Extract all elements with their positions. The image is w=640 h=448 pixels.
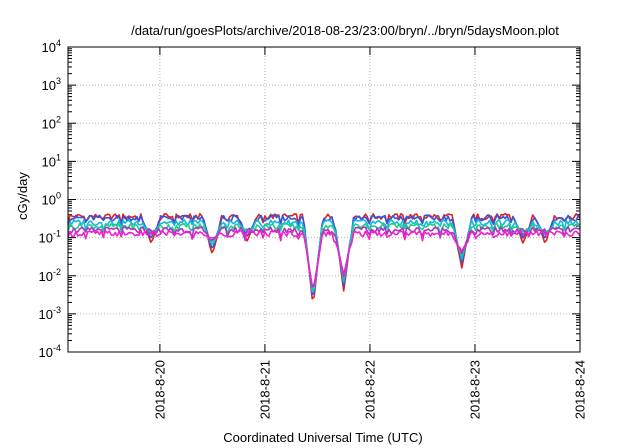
y-tick-label: 10-4 <box>39 343 61 360</box>
x-axis-label: Coordinated Universal Time (UTC) <box>223 430 422 445</box>
data-series <box>67 212 581 300</box>
y-tick-label: 103 <box>42 76 61 93</box>
series-line <box>67 226 581 288</box>
x-tick-label: 2018-8-24 <box>573 360 588 419</box>
y-tick-label: 10-2 <box>39 267 61 284</box>
y-axis-label: cGy/day <box>15 172 30 220</box>
chart-title: /data/run/goesPlots/archive/2018-08-23/2… <box>131 23 559 38</box>
y-tick-label: 101 <box>42 152 61 169</box>
tick-labels: 10-4 10-3 10-2 10-1 100 101 102 103 104 2018-8-20… <box>39 38 588 419</box>
x-tick-label: 2018-8-22 <box>362 360 377 419</box>
x-tick-label: 2018-8-21 <box>257 360 272 419</box>
plot-frame <box>67 46 581 353</box>
y-tick-label: 102 <box>42 114 61 131</box>
x-tick-label: 2018-8-20 <box>152 360 167 419</box>
y-tick-label: 10-3 <box>39 305 61 322</box>
y-tick-label: 100 <box>42 191 61 208</box>
x-tick-label: 2018-8-23 <box>467 360 482 419</box>
y-tick-label: 104 <box>42 38 61 55</box>
grid-lines <box>68 46 581 353</box>
y-tick-label: 10-1 <box>39 229 61 246</box>
series-line <box>67 229 581 287</box>
